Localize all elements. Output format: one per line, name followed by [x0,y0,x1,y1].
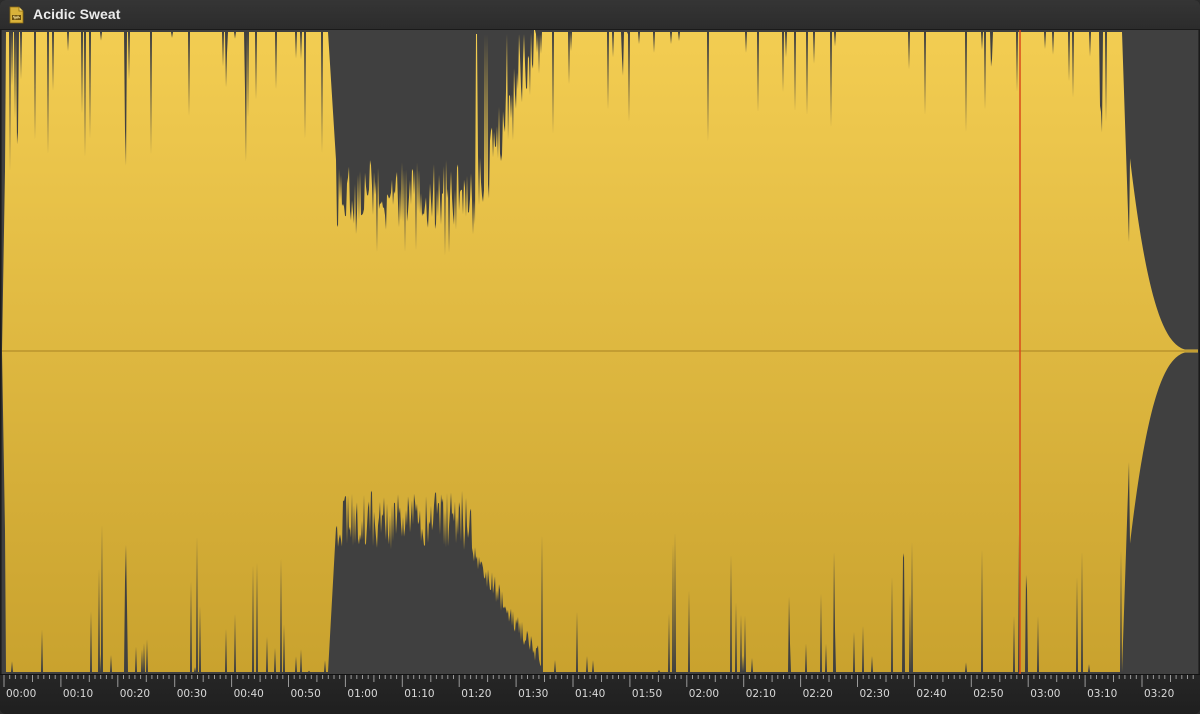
time-label: 01:30 [518,688,549,700]
time-label: 01:20 [461,688,492,700]
time-label: 00:30 [176,688,207,700]
time-label: 00:50 [290,688,321,700]
time-label: 03:10 [1087,688,1118,700]
time-label: 02:10 [745,688,776,700]
waveform-view[interactable] [2,30,1198,674]
time-label: 03:00 [1030,688,1061,700]
ruler-ticks [3,675,1194,687]
time-label: 03:20 [1144,688,1175,700]
time-label: 01:10 [404,688,435,700]
window-title: Acidic Sweat [33,6,121,22]
time-label: 02:30 [859,688,890,700]
title-bar[interactable]: Acidic Sweat [0,0,1200,30]
time-label: 01:50 [631,688,663,700]
time-label: 00:00 [6,688,37,700]
time-label: 00:40 [233,688,264,700]
time-label: 01:40 [575,688,606,700]
time-label: 01:00 [347,688,378,700]
waveform-canvas[interactable] [2,30,1198,674]
time-label: 02:00 [688,688,720,700]
time-label: 02:50 [973,688,1004,700]
timeline-ruler[interactable]: 00:00 00:10 00:20 00:30 00:40 00:50 01:00 01:10… [0,674,1200,714]
audio-file-icon [9,6,24,24]
time-label: 00:20 [119,688,151,700]
time-label: 02:40 [916,688,947,700]
time-label: 00:10 [62,688,94,700]
time-label: 02:20 [802,688,833,700]
